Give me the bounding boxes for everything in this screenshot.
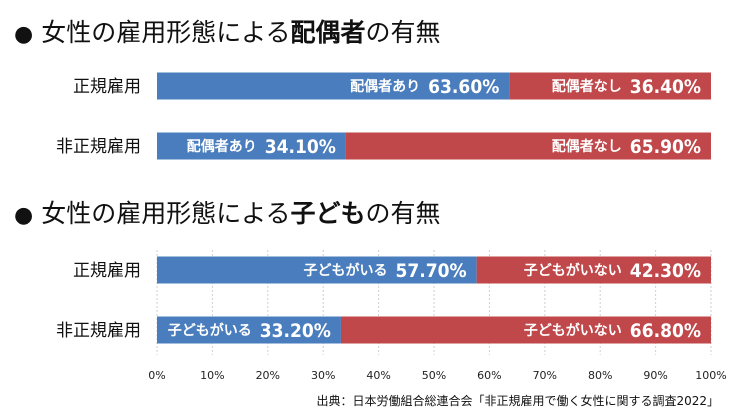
data-label: 63.60% (428, 76, 499, 98)
title-bullet: ● (14, 203, 34, 228)
title-prefix: 女性の雇用形態による (41, 18, 291, 47)
series-label: 配偶者あり (350, 78, 420, 95)
bar-segment (157, 316, 341, 344)
bar-segment (157, 132, 346, 160)
x-tick-label: 30% (311, 369, 335, 382)
x-tick-label: 20% (256, 369, 280, 382)
series-label: 配偶者あり (187, 138, 257, 155)
series-label: 子どもがいる (168, 322, 252, 339)
category-label: 非正規雇用 (56, 321, 141, 341)
data-label: 57.70% (395, 260, 466, 282)
series-label: 配偶者なし (552, 78, 622, 95)
title-suffix: の有無 (365, 18, 441, 47)
x-tick-label: 0% (148, 369, 165, 382)
bar-segment (157, 72, 510, 100)
bar-segment (476, 256, 711, 284)
bar-segment (345, 132, 711, 160)
x-tick-label: 50% (422, 369, 446, 382)
series-label: 配偶者なし (552, 138, 622, 155)
category-label: 非正規雇用 (56, 137, 141, 157)
chart-title-children: ● 女性の雇用形態による子どもの有無 (14, 199, 441, 231)
x-tick-label: 100% (695, 369, 726, 382)
data-label: 33.20% (260, 320, 331, 342)
x-tick-label: 70% (533, 369, 557, 382)
series-label: 子どもがいない (524, 262, 622, 279)
title-bold: 配偶者 (290, 18, 366, 47)
bar-segment (340, 316, 711, 344)
data-label: 65.90% (630, 136, 701, 158)
series-label: 子どもがいない (524, 322, 622, 339)
source-note: 出典：日本労働組合総連合会「非正規雇用で働く女性に関する調査2022」 (316, 394, 719, 408)
data-label: 36.40% (630, 76, 701, 98)
bar-segment (157, 256, 477, 284)
x-tick-label: 10% (200, 369, 224, 382)
data-label: 34.10% (265, 136, 336, 158)
data-label: 42.30% (630, 260, 701, 282)
x-tick-label: 40% (366, 369, 390, 382)
category-label: 正規雇用 (73, 77, 141, 97)
x-tick-label: 90% (643, 369, 667, 382)
title-bullet: ● (14, 22, 34, 47)
title-bold: 子ども (290, 199, 366, 228)
chart-title-spouse: ● 女性の雇用形態による配偶者の有無 (14, 18, 441, 50)
series-label: 子どもがいる (303, 262, 387, 279)
bar-segment (509, 72, 711, 100)
title-suffix: の有無 (365, 199, 441, 228)
category-label: 正規雇用 (73, 261, 141, 281)
x-tick-label: 60% (477, 369, 501, 382)
data-label: 66.80% (630, 320, 701, 342)
title-prefix: 女性の雇用形態による (41, 199, 291, 228)
x-tick-label: 80% (588, 369, 612, 382)
